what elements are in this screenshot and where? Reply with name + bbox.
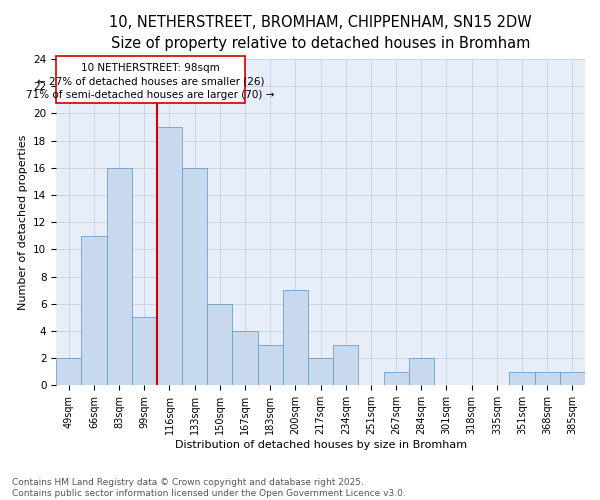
Bar <box>107 168 132 386</box>
Bar <box>560 372 585 386</box>
Bar <box>157 127 182 386</box>
Bar <box>509 372 535 386</box>
Bar <box>333 344 358 386</box>
Y-axis label: Number of detached properties: Number of detached properties <box>17 134 28 310</box>
Text: Contains HM Land Registry data © Crown copyright and database right 2025.
Contai: Contains HM Land Registry data © Crown c… <box>12 478 406 498</box>
Bar <box>132 318 157 386</box>
X-axis label: Distribution of detached houses by size in Bromham: Distribution of detached houses by size … <box>175 440 467 450</box>
Bar <box>535 372 560 386</box>
Bar <box>82 236 107 386</box>
Bar <box>182 168 207 386</box>
Bar <box>257 344 283 386</box>
Text: 10 NETHERSTREET: 98sqm: 10 NETHERSTREET: 98sqm <box>81 63 220 73</box>
Bar <box>409 358 434 386</box>
Bar <box>308 358 333 386</box>
Bar <box>232 331 257 386</box>
Bar <box>207 304 232 386</box>
Text: ← 27% of detached houses are smaller (26): ← 27% of detached houses are smaller (26… <box>37 77 265 87</box>
Bar <box>383 372 409 386</box>
Bar <box>56 56 245 102</box>
Bar <box>283 290 308 386</box>
Text: 71% of semi-detached houses are larger (70) →: 71% of semi-detached houses are larger (… <box>26 90 275 101</box>
Title: 10, NETHERSTREET, BROMHAM, CHIPPENHAM, SN15 2DW
Size of property relative to det: 10, NETHERSTREET, BROMHAM, CHIPPENHAM, S… <box>109 15 532 51</box>
Bar <box>56 358 82 386</box>
